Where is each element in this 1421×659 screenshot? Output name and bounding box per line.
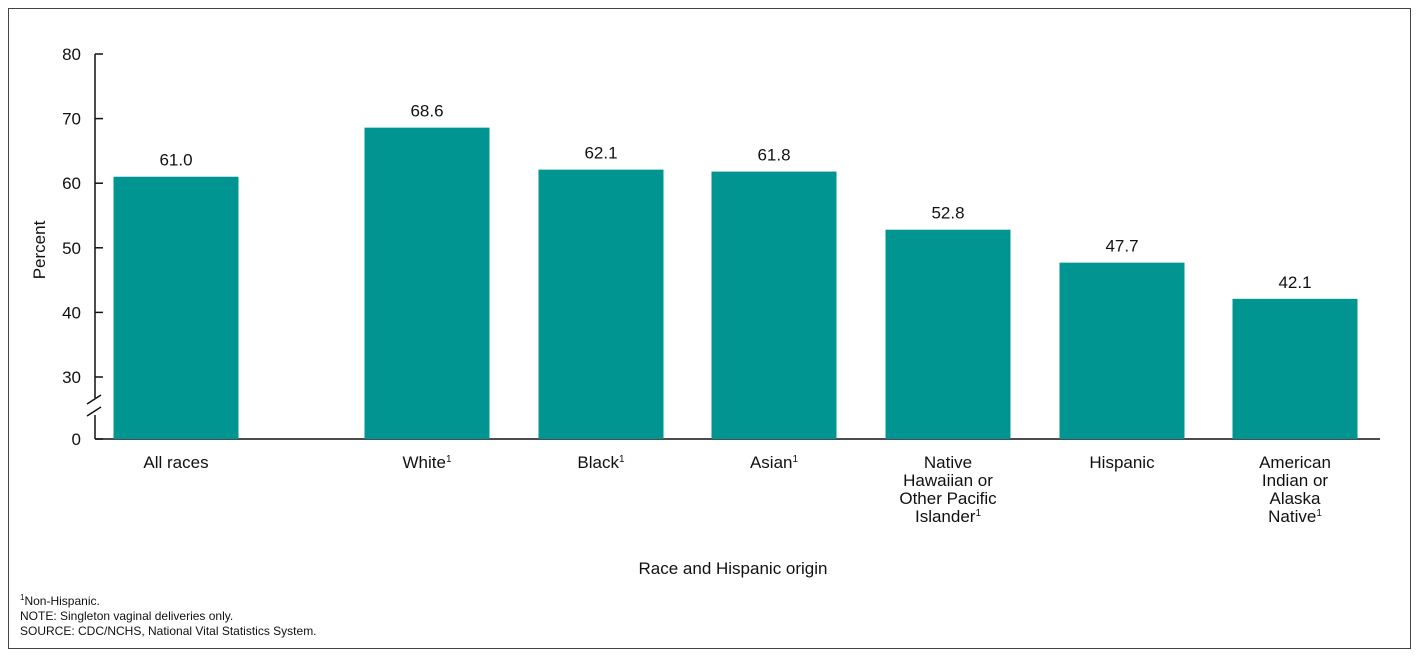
bar [885, 229, 1011, 439]
bars-group: 61.0 68.6 62.1 61.8 52.8 47.7 42.1 [113, 102, 1358, 440]
x-tick-label: White1 [402, 453, 451, 472]
x-tick-label: Other Pacific [899, 489, 997, 508]
y-tick-label: 40 [62, 303, 81, 322]
x-tick-label: Native1 [1268, 507, 1322, 526]
bar [113, 176, 239, 440]
x-tick-label: Indian or [1262, 471, 1328, 490]
x-tick-label: Asian1 [750, 453, 799, 472]
bar [1232, 298, 1358, 439]
x-tick-labels: All races White1 Black1 Asian1 NativeHawaiia… [143, 453, 1331, 526]
x-tick-label: Black1 [577, 453, 625, 472]
bar-value-label: 52.8 [931, 204, 964, 223]
bar-value-label: 62.1 [584, 144, 617, 163]
y-axis-label: Percent [30, 220, 49, 279]
bar-value-label: 47.7 [1105, 237, 1138, 256]
x-tick-label: Alaska [1269, 489, 1321, 508]
x-tick-label: Hawaiian or [903, 471, 993, 490]
footnote-note: NOTE: Singleton vaginal deliveries only. [20, 609, 234, 623]
y-tick-label: 50 [62, 239, 81, 258]
y-tick-label: 30 [62, 368, 81, 387]
bar-value-label: 42.1 [1278, 273, 1311, 292]
axis-break-mark [86, 406, 102, 417]
footnotes: 1Non-Hispanic. NOTE: Singleton vaginal d… [20, 590, 317, 639]
bar-value-label: 61.8 [757, 146, 790, 165]
footnote-source: SOURCE: CDC/NCHS, National Vital Statist… [20, 624, 317, 638]
y-tick-label: 70 [62, 110, 81, 129]
y-tick-label: 0 [72, 430, 81, 449]
bar [1059, 262, 1185, 439]
footnote-nonhispanic: 1Non-Hispanic. [20, 593, 100, 608]
x-tick-label: Native [924, 453, 972, 472]
bar-value-label: 68.6 [410, 102, 443, 121]
x-axis-label: Race and Hispanic origin [639, 559, 828, 578]
x-tick-label: Islander1 [915, 507, 981, 526]
bar-value-label: 61.0 [159, 151, 192, 170]
x-tick-label: American [1259, 453, 1331, 472]
y-tick-label: 60 [62, 174, 81, 193]
x-tick-label: All races [143, 453, 208, 472]
bar [538, 169, 664, 439]
x-tick-label: Hispanic [1089, 453, 1155, 472]
y-tick-label: 80 [62, 45, 81, 64]
bar [711, 171, 837, 439]
axis-break-mark [86, 394, 102, 405]
bar [364, 127, 490, 440]
